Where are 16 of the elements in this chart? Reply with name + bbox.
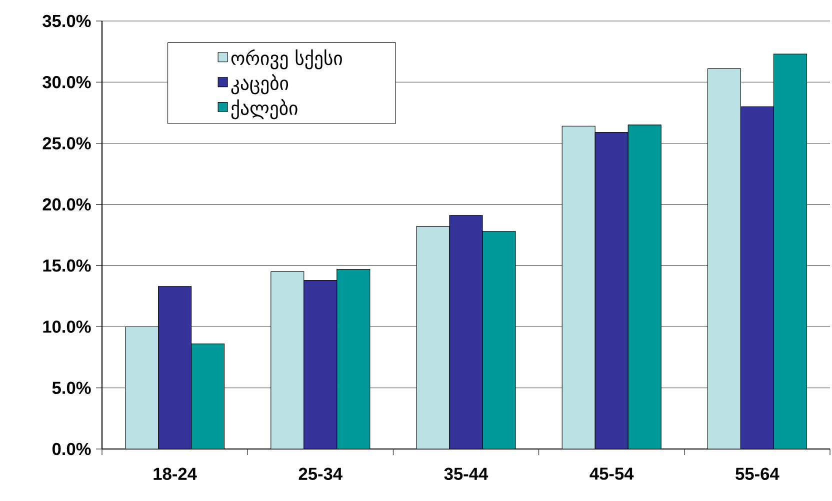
y-tick-label: 5.0% (52, 382, 91, 394)
legend-label: ქალები (231, 99, 298, 120)
x-tick-label: 18-24 (154, 468, 197, 480)
x-tick-label: 45-54 (590, 468, 634, 480)
x-tick-label: 25-34 (298, 468, 342, 480)
y-tick-label: 25.0% (42, 137, 91, 150)
y-tick-label: 35.0% (42, 14, 91, 28)
y-tick-label: 20.0% (42, 198, 91, 211)
x-tick-label: 35-44 (444, 468, 488, 480)
x-tick-label: 55-64 (736, 468, 780, 480)
y-tick-label: 30.0% (42, 76, 91, 88)
y-tick-label: 15.0% (43, 259, 91, 272)
y-tick-label: 10.0% (43, 320, 91, 333)
y-tick-label: 0.0% (52, 442, 91, 456)
legend-label: ორივე სქესი (231, 49, 342, 70)
legend-label: კაცები (231, 74, 288, 94)
